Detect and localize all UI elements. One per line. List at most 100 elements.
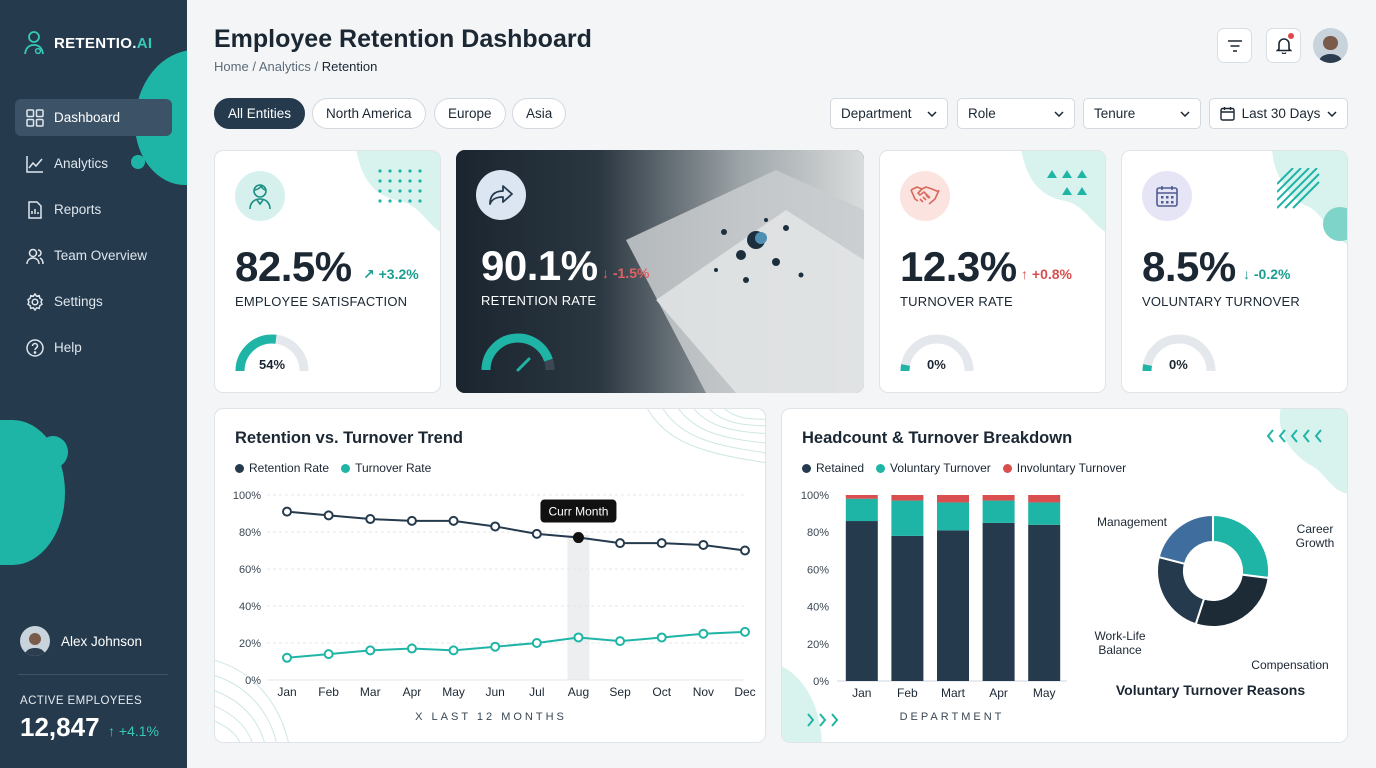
x-tick-label: Jul [529,685,544,699]
legend-item-retention[interactable]: Retention Rate [235,461,329,475]
kpi-delta: ↓ -1.5% [602,265,650,281]
kpi-card-retention[interactable]: 90.1% ↓ -1.5% RETENTION RATE [456,150,864,393]
trend-chart-plot[interactable]: 0% 20% 40% 60% 80% 100% Jan Feb Mar Apr May Jun Jul A… [215,479,766,709]
breadcrumb-home[interactable]: Home [214,59,249,74]
turnover-gauge [900,334,974,372]
sidebar-item-help[interactable]: Help [15,329,172,366]
legend-label: Voluntary Turnover [890,461,991,475]
app-logo[interactable]: RETENTIO.AI [22,30,152,56]
tenure-select[interactable]: Tenure [1083,98,1201,129]
notifications-button[interactable] [1266,28,1301,63]
department-select[interactable]: Department [830,98,948,129]
x-tick-label: Mar [360,685,381,699]
sidebar-item-dashboard[interactable]: Dashboard [15,99,172,136]
sidebar-nav: Dashboard Analytics Reports Team Overvie… [15,99,172,375]
kpi-delta: ↓ -0.2% [1243,266,1291,282]
breakdown-chart-title: Headcount & Turnover Breakdown [802,429,1073,447]
x-tick-label: May [1033,686,1056,700]
donut-chart[interactable]: Career Growth Compensation Work-Life Balance… [1082,499,1348,674]
slice-label: Work-Life Balance [1094,629,1145,657]
legend-swatch [235,463,244,473]
decorative-wave [1279,409,1347,494]
gear-icon [27,292,43,311]
filter-button[interactable] [1217,28,1252,63]
breadcrumb-analytics[interactable]: Analytics [258,59,311,74]
kpi-card-voluntary-turnover[interactable]: 8.5% ↓ -0.2% VOLUNTARY TURNOVER 0% [1121,150,1348,393]
data-point [323,649,334,660]
slice-label: Compensation [1251,658,1328,672]
chip-europe[interactable]: Europe [434,98,506,129]
data-point [698,628,709,639]
series-line [286,510,746,552]
legend-swatch [876,463,886,473]
bar-segment [937,495,969,503]
decorative-blob [38,436,68,468]
x-tick-label: May [442,685,465,699]
data-point [656,538,667,549]
chip-north-america[interactable]: North America [312,98,426,129]
satisfaction-icon-badge [235,171,285,221]
highlight-band [567,535,590,680]
breadcrumb-separator: / [314,59,322,74]
chip-asia[interactable]: Asia [512,98,567,129]
kpi-card-satisfaction[interactable]: 82.5% ↗ +3.2% EMPLOYEE SATISFACTION 54% [214,150,441,393]
donut-slice [1156,555,1206,626]
voluntary-gauge [1142,334,1216,372]
bar-segment [845,521,878,681]
sidebar-item-settings[interactable]: Settings [15,283,172,320]
gauge-value: 0% [1169,357,1188,372]
kpi-value: 82.5% [235,243,352,290]
line-chart-icon [26,155,43,173]
bar-segment [982,495,1015,501]
donut-slice [1212,513,1270,580]
turnover-icon-badge [900,171,950,221]
x-tick-label: Oct [652,685,671,699]
breakdown-chart-card: Headcount & Turnover Breakdown Retained … [781,408,1348,743]
chevrons-left-icon [1266,429,1322,443]
select-value: Last 30 Days [1241,106,1321,121]
y-tick-label: 80% [239,527,261,539]
sidebar-item-team-overview[interactable]: Team Overview [15,237,172,274]
data-point [572,532,584,544]
sidebar-item-analytics[interactable]: Analytics [15,145,172,182]
chip-all-entities[interactable]: All Entities [214,98,306,129]
legend-item-voluntary[interactable]: Voluntary Turnover [876,461,991,475]
legend-item-turnover[interactable]: Turnover Rate [341,461,431,475]
bar-segment [937,502,969,531]
breakdown-x-caption: DEPARTMENT [899,711,1005,723]
gauge-value: 0% [927,357,946,372]
x-tick-label: Jan [852,686,871,700]
user-name: Alex Johnson [61,633,143,649]
decorative-wave [1021,151,1105,232]
x-tick-label: Feb [318,685,339,699]
data-point [740,545,750,556]
stacked-bar-chart[interactable]: 0% 20% 40% 60% 80% 100% Jan Feb Mart Apr May [782,479,1082,709]
data-point [448,645,459,656]
tooltip-text: Curr Month [548,505,608,519]
y-tick-label: 20% [807,639,829,651]
user-avatar-button[interactable] [1313,28,1348,63]
decorative-lines [215,659,289,742]
document-icon [28,200,42,219]
kpi-label: VOLUNTARY TURNOVER [1142,294,1300,309]
data-point [406,643,417,654]
sidebar-item-reports[interactable]: Reports [15,191,172,228]
stripe-pattern [1277,168,1320,209]
kpi-label: RETENTION RATE [481,293,597,308]
role-select[interactable]: Role [957,98,1075,129]
kpi-label: TURNOVER RATE [900,294,1013,309]
user-profile[interactable]: Alex Johnson [20,626,142,656]
legend-item-involuntary[interactable]: Involuntary Turnover [1002,461,1126,475]
legend-item-retained[interactable]: Retained [802,461,864,475]
y-tick-label: 40% [239,601,261,613]
data-point [531,638,542,648]
date-range-select[interactable]: Last 30 Days [1209,98,1348,129]
active-employees-label: ACTIVE EMPLOYEES [20,695,143,707]
kpi-delta: ↗ +3.2% [363,266,419,282]
legend-label: Retained [816,461,865,475]
avatar [20,626,50,656]
legend-label: Retention Rate [249,461,330,475]
logo-text: RETENTIO.AI [54,34,153,52]
breadcrumb-current: Retention [321,59,378,74]
kpi-card-turnover[interactable]: 12.3% ↑ +0.8% TURNOVER RATE 0% [879,150,1106,393]
